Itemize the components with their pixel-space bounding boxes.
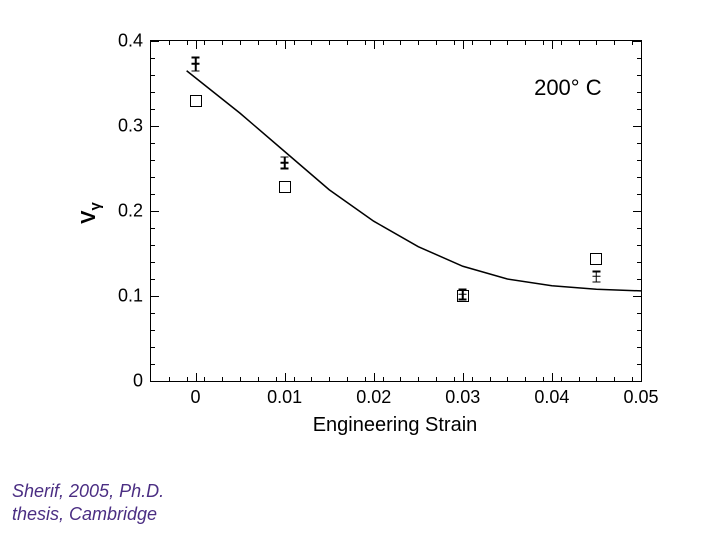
plot-area: 00.10.20.30.400.010.020.030.040.05200° C [150,40,642,382]
square-marker [190,95,202,107]
x-tick-label: 0 [191,381,201,408]
errorbar-marker [596,276,597,277]
y-axis-label: Vγ [78,202,104,224]
citation-line2: thesis, Cambridge [12,504,157,524]
citation-line1: Sherif, 2005, Ph.D. [12,481,164,501]
errorbar-marker [195,63,196,64]
x-tick-label: 0.01 [267,381,302,408]
x-tick-label: 0.02 [356,381,391,408]
x-tick-label: 0.03 [445,381,480,408]
x-axis-label: Engineering Strain [313,414,478,437]
square-marker [279,181,291,193]
citation-text: Sherif, 2005, Ph.D. thesis, Cambridge [12,480,164,527]
square-marker [590,253,602,265]
chart-container: 00.10.20.30.400.010.020.030.040.05200° C… [60,20,680,460]
y-tick-label: 0.4 [118,31,151,52]
y-tick-label: 0.2 [118,201,151,222]
y-tick-label: 0.1 [118,286,151,307]
y-label-main: V [78,211,100,224]
errorbar-marker [462,294,463,295]
y-tick-label: 0.3 [118,116,151,137]
y-tick-label: 0 [133,371,151,392]
y-label-sub: γ [87,202,104,210]
errorbar-marker [284,162,285,163]
temperature-annotation: 200° C [534,75,602,101]
x-tick-label: 0.04 [534,381,569,408]
x-tick-label: 0.05 [623,381,658,408]
